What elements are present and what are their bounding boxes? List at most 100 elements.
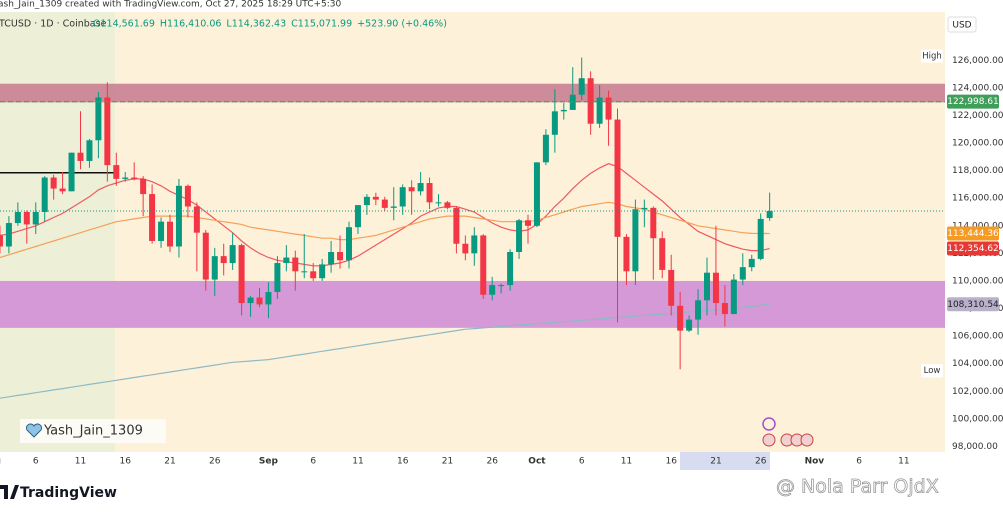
- author: Yash_Jain_1309: [43, 424, 143, 439]
- candle-body: [14, 212, 21, 224]
- ohlc-value: O114,561.69: [93, 19, 155, 30]
- candle-body: [149, 194, 156, 241]
- x-tick-label: 6: [579, 457, 585, 467]
- candle-body: [632, 209, 639, 272]
- candle-body: [104, 97, 111, 166]
- price-tag: [947, 94, 999, 109]
- price-tag: [947, 297, 999, 312]
- heart-icon: [26, 423, 42, 438]
- candle-body: [686, 319, 693, 331]
- candle-body: [292, 257, 299, 272]
- x-tick-label: Sep: [259, 457, 279, 467]
- candle-body: [748, 258, 755, 268]
- ohlc: O114,561.69 H116,410.06 L114,362.43 C115,07…: [93, 19, 447, 30]
- y-tick-label: 98,000.00: [952, 442, 998, 452]
- moving-average: [0, 303, 770, 399]
- candle-body: [641, 207, 648, 210]
- candle-body: [721, 303, 728, 315]
- candle-body: [372, 196, 379, 200]
- y-tick-label: 104,000.00: [952, 359, 1003, 369]
- candle-body: [668, 269, 675, 306]
- candle-body: [301, 271, 308, 273]
- x-tick-label: 11: [75, 457, 86, 467]
- candle-body: [435, 202, 442, 204]
- time-axis: [0, 452, 945, 470]
- candle-body: [766, 211, 773, 219]
- candle-body: [614, 119, 621, 237]
- candle-body: [462, 243, 469, 254]
- x-tick-label: 6: [310, 457, 316, 467]
- currency: USD: [952, 21, 971, 31]
- y-tick-label: 124,000.00: [952, 83, 1003, 93]
- x-tick-label: Nov: [805, 457, 825, 467]
- price-tag: [947, 226, 999, 241]
- candle-body: [426, 183, 433, 203]
- candle-body: [247, 297, 254, 304]
- candle-body: [498, 285, 505, 287]
- currency-box: [947, 16, 977, 33]
- moving-average: [0, 163, 770, 267]
- ohlc-value: L114,362.43: [226, 19, 286, 30]
- candle-body: [211, 256, 218, 280]
- candle-body: [50, 177, 57, 189]
- candle-body: [363, 196, 370, 206]
- y-tick-label: 122,000.00: [952, 111, 1003, 121]
- y-tick-label: 120,000.00: [952, 139, 1003, 149]
- price-tag: [947, 241, 999, 256]
- candle-body: [489, 285, 496, 295]
- x-tick-label: 11: [621, 457, 632, 467]
- ohlc-value: +523.90 (+0.46%): [357, 19, 447, 30]
- candle-body: [23, 212, 30, 225]
- price-axis: [945, 12, 1003, 470]
- x-tick-label: 16: [665, 457, 677, 467]
- ohlc-value: H116,410.06: [160, 19, 222, 30]
- x-tick-label: 6: [856, 457, 862, 467]
- candle-body: [695, 300, 702, 320]
- candle-body: [184, 185, 191, 207]
- candle-body: [41, 177, 48, 212]
- candle-body: [516, 220, 523, 252]
- candle-body: [569, 94, 576, 110]
- candle-body: [471, 235, 478, 254]
- x-tick-label: Oct: [528, 457, 546, 467]
- event-icon: [762, 433, 776, 447]
- candle-body: [167, 221, 173, 247]
- brand: TradingView: [20, 485, 117, 501]
- x-tick-label: 16: [397, 457, 409, 467]
- price-tag-label: 122,998.61: [947, 97, 999, 107]
- price-tag-label: 108,310.54: [947, 300, 999, 310]
- candle-body: [390, 206, 397, 208]
- candle-body: [113, 165, 120, 179]
- candle-body: [122, 177, 129, 179]
- candle-body: [158, 221, 165, 241]
- x-tick-label: 16: [120, 457, 132, 467]
- y-tick-label: 102,000.00: [952, 387, 1003, 397]
- candle-body: [525, 220, 531, 226]
- event-icon: [800, 433, 814, 447]
- candle-body: [229, 245, 236, 264]
- candle-body: [578, 78, 585, 95]
- candle-body: [337, 252, 344, 261]
- candle-body: [408, 187, 415, 192]
- x-tick-label: 11: [898, 457, 909, 467]
- moving-average: [0, 201, 770, 259]
- candle-body: [677, 305, 684, 331]
- x-tick-label: 21: [710, 457, 721, 467]
- y-tick-label: 114,000.00: [952, 221, 1003, 231]
- candle-body: [381, 199, 388, 208]
- x-tick-label: 11: [352, 457, 363, 467]
- candle-body: [712, 272, 719, 304]
- price-tag-label: 112,354.62: [947, 244, 999, 254]
- y-tick-label: 126,000.00: [952, 56, 1003, 66]
- x-tick-label: 26: [755, 457, 767, 467]
- high-label: High: [922, 52, 942, 62]
- candle-body: [757, 218, 764, 259]
- event-icon: [762, 417, 776, 431]
- candle-body: [319, 264, 326, 279]
- candle-body: [659, 238, 666, 270]
- candle-body: [77, 152, 84, 161]
- y-tick-label: 106,000.00: [952, 332, 1003, 342]
- candle-body: [310, 271, 317, 279]
- candle-body: [193, 206, 200, 233]
- candle-body: [480, 235, 487, 295]
